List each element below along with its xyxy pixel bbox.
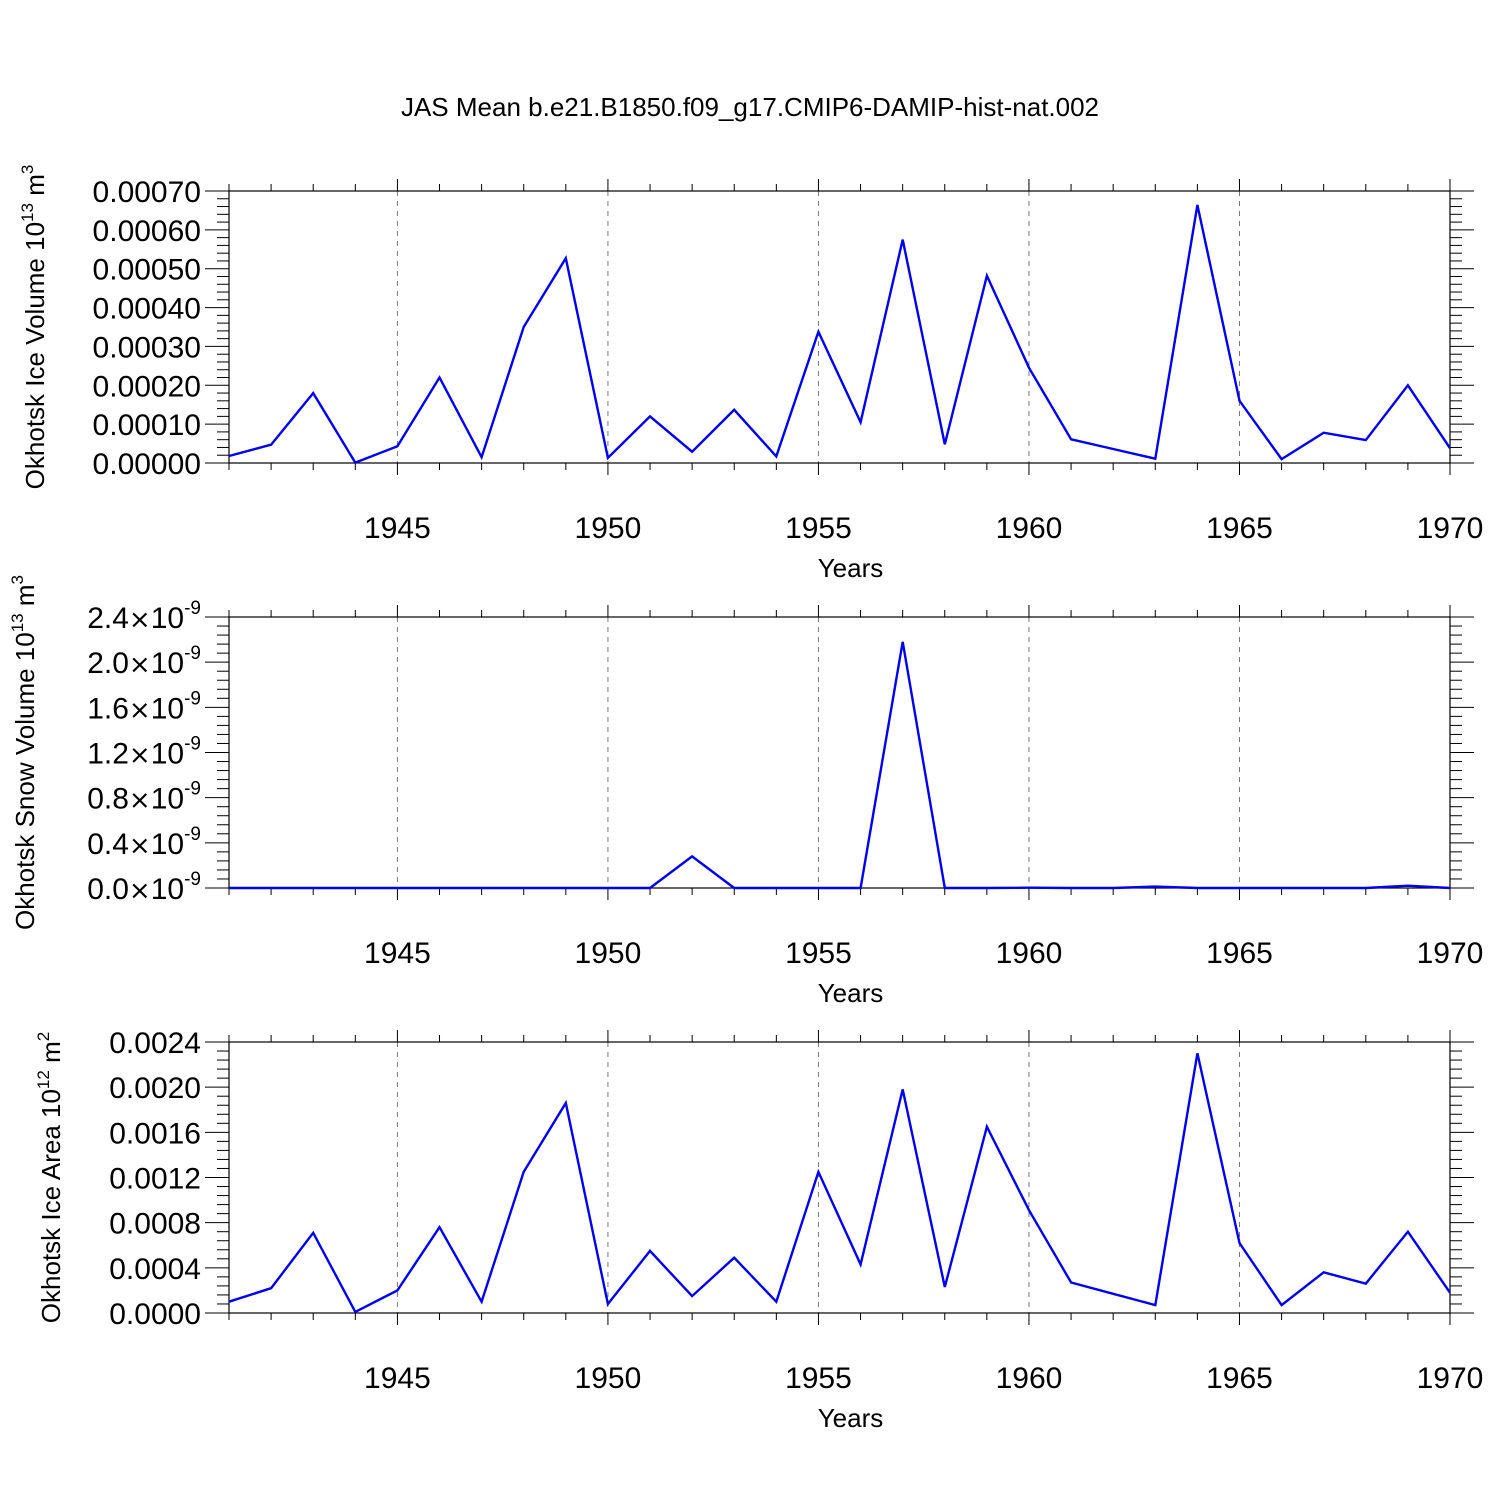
y-tick-label: 0.0008 bbox=[109, 1208, 201, 1241]
y-tick-label: 0.4×10-9 bbox=[87, 824, 201, 861]
y-tick-label: 1.2×10-9 bbox=[87, 734, 201, 771]
y-tick-label: 0.0024 bbox=[109, 1027, 201, 1060]
x-tick-label: 1970 bbox=[1417, 512, 1484, 545]
x-tick-label: 1945 bbox=[364, 937, 431, 970]
plot-frame bbox=[228, 190, 1451, 464]
panel-1: 0.00000 0.00010 0.00020 0.00030 0.00040 0.000… bbox=[18, 165, 1483, 583]
series-line bbox=[229, 641, 1451, 890]
x-axis-label: Years bbox=[818, 553, 884, 583]
y-tick-label: 0.00030 bbox=[93, 331, 201, 364]
x-tick-label: 1960 bbox=[996, 1362, 1063, 1395]
x-tick-label: 1970 bbox=[1417, 937, 1484, 970]
y-tick-label: 0.00050 bbox=[93, 254, 201, 287]
x-tick-label: 1965 bbox=[1206, 512, 1273, 545]
y-tick-label: 0.00010 bbox=[93, 409, 201, 442]
y-axis-label: Okhotsk Snow Volume 1013 m3 bbox=[8, 575, 40, 930]
x-tick-label: 1945 bbox=[364, 512, 431, 545]
figure-title: JAS Mean b.e21.B1850.f09_g17.CMIP6-DAMIP… bbox=[401, 92, 1099, 122]
x-tick-label: 1960 bbox=[996, 512, 1063, 545]
x-tick-label: 1955 bbox=[785, 1362, 852, 1395]
y-axis-label: Okhotsk Ice Area 1012 m2 bbox=[34, 1032, 66, 1323]
series-line bbox=[228, 204, 1451, 465]
x-tick-label: 1945 bbox=[364, 1362, 431, 1395]
panel-2: 0.0×10-9 0.4×10-9 0.8×10-9 1.2×10-9 1.6×10-9… bbox=[8, 575, 1483, 1008]
y-tick-label: 0.0016 bbox=[109, 1117, 201, 1150]
x-tick-label: 1960 bbox=[996, 937, 1063, 970]
x-tick-label: 1965 bbox=[1206, 937, 1273, 970]
y-tick-label: 2.4×10-9 bbox=[87, 598, 201, 635]
plot-frame bbox=[228, 616, 1451, 889]
y-tick-label: 0.0004 bbox=[109, 1253, 201, 1286]
x-tick-label: 1950 bbox=[575, 1362, 642, 1395]
x-axis-label: Years bbox=[818, 1403, 884, 1433]
y-tick-label: 1.6×10-9 bbox=[87, 688, 201, 725]
y-tick-label: 0.00060 bbox=[93, 215, 201, 248]
y-tick-label: 0.0012 bbox=[109, 1163, 201, 1196]
x-tick-label: 1970 bbox=[1417, 1362, 1484, 1395]
plot-frame bbox=[228, 1041, 1451, 1314]
panel-3: 0.0000 0.0004 0.0008 0.0012 0.0016 0.0020 0.00… bbox=[34, 1027, 1483, 1433]
y-tick-label: 0.00040 bbox=[93, 293, 201, 326]
series-line bbox=[228, 1053, 1451, 1314]
y-tick-label: 2.0×10-9 bbox=[87, 643, 201, 680]
y-axis-label: Okhotsk Ice Volume 1013 m3 bbox=[18, 165, 50, 490]
y-tick-label: 0.00000 bbox=[93, 448, 201, 481]
x-tick-label: 1955 bbox=[785, 937, 852, 970]
panels-group: 0.00000 0.00010 0.00020 0.00030 0.00040 0.000… bbox=[8, 165, 1483, 1433]
y-tick-label: 0.0000 bbox=[109, 1298, 201, 1331]
x-tick-label: 1950 bbox=[575, 937, 642, 970]
x-axis-label: Years bbox=[818, 978, 884, 1008]
y-tick-label: 0.0020 bbox=[109, 1072, 201, 1105]
y-tick-label: 0.8×10-9 bbox=[87, 779, 201, 816]
x-tick-label: 1965 bbox=[1206, 1362, 1273, 1395]
y-tick-label: 0.00070 bbox=[93, 176, 201, 209]
x-tick-label: 1950 bbox=[575, 512, 642, 545]
y-tick-label: 0.0×10-9 bbox=[87, 869, 201, 906]
x-tick-label: 1955 bbox=[785, 512, 852, 545]
y-tick-label: 0.00020 bbox=[93, 370, 201, 403]
